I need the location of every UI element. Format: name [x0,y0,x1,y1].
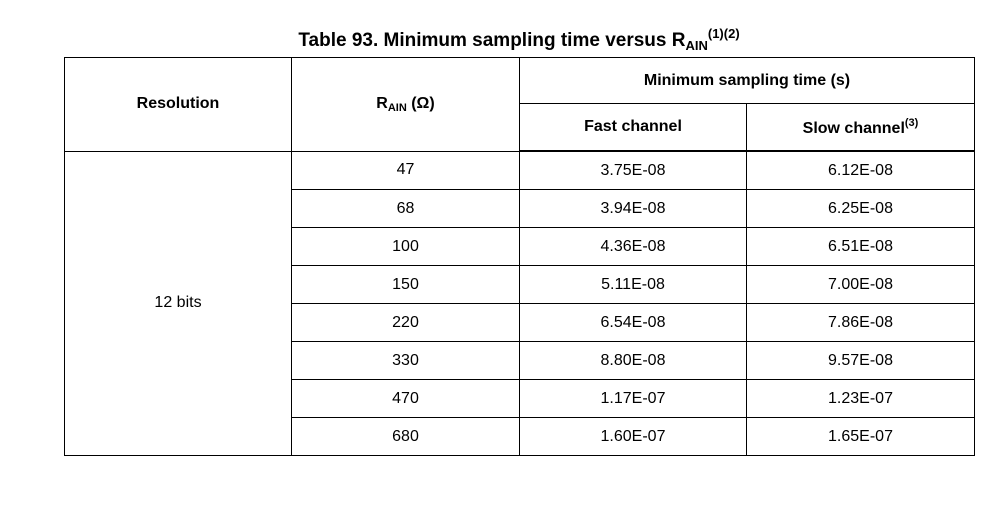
table-caption: Table 93. Minimum sampling time versus R… [0,22,999,58]
fast-channel-cell: 1.17E-07 [519,379,747,418]
table-row: 470 1.17E-07 1.23E-07 [65,379,975,418]
slow-channel-cell: 6.51E-08 [746,227,975,266]
caption-text: Table 93. Minimum sampling time versus R [298,30,686,51]
rain-cell: 330 [291,341,520,380]
fast-channel-cell: 5.11E-08 [519,265,747,304]
sampling-time-table: Resolution RAIN (Ω) Minimum sampling tim… [64,57,975,456]
header-slow-channel: Slow channel(3) [746,103,975,152]
table-row: 330 8.80E-08 9.57E-08 [65,341,975,380]
slow-channel-cell: 6.25E-08 [746,189,975,228]
rain-cell: 47 [291,150,520,190]
header-rain-prefix: R [376,94,388,112]
caption-subscript: AIN [685,38,708,53]
header-slow-footnote: (3) [904,116,919,129]
rain-cell: 470 [291,379,520,418]
header-row-2: Fast channel Slow channel(3) [65,103,975,152]
table-body: 12 bits 47 3.75E-08 6.12E-08 68 3.94E-08 6.25E… [64,150,975,456]
fast-channel-cell: 8.80E-08 [519,341,747,380]
header-rain: RAIN (Ω) [291,57,520,152]
header-slow-label: Slow channel [802,119,905,137]
header-rain-unit: (Ω) [406,94,435,112]
slow-channel-cell: 1.23E-07 [746,379,975,418]
fast-channel-cell: 6.54E-08 [519,303,747,342]
table-row: 100 4.36E-08 6.51E-08 [65,227,975,266]
header-min-sampling-time: Minimum sampling time (s) [519,57,975,104]
rain-cell: 150 [291,265,520,304]
table-row: 12 bits 47 3.75E-08 6.12E-08 [64,150,975,456]
fast-channel-cell: 3.75E-08 [519,150,747,190]
fast-channel-cell: 1.60E-07 [519,417,747,456]
slow-channel-cell: 7.00E-08 [746,265,975,304]
fast-channel-cell: 4.36E-08 [519,227,747,266]
header-resolution: Resolution [64,57,292,152]
rain-cell: 680 [291,417,520,456]
resolution-cell: 12 bits [64,150,292,456]
header-rain-sub: AIN [387,101,407,114]
fast-channel-cell: 3.94E-08 [519,189,747,228]
table-row: 680 1.60E-07 1.65E-07 [65,417,975,456]
slow-channel-cell: 9.57E-08 [746,341,975,380]
slow-channel-cell: 7.86E-08 [746,303,975,342]
slow-channel-cell: 1.65E-07 [746,417,975,456]
rain-cell: 68 [291,189,520,228]
slow-channel-cell: 6.12E-08 [746,150,975,190]
header-row-1: Resolution RAIN (Ω) Minimum sampling tim… [64,57,975,152]
table-row: 68 3.94E-08 6.25E-08 [65,189,975,228]
rain-cell: 220 [291,303,520,342]
caption-footnote-refs: (1)(2) [707,26,740,41]
header-fast-channel: Fast channel [519,103,747,152]
rain-cell: 100 [291,227,520,266]
